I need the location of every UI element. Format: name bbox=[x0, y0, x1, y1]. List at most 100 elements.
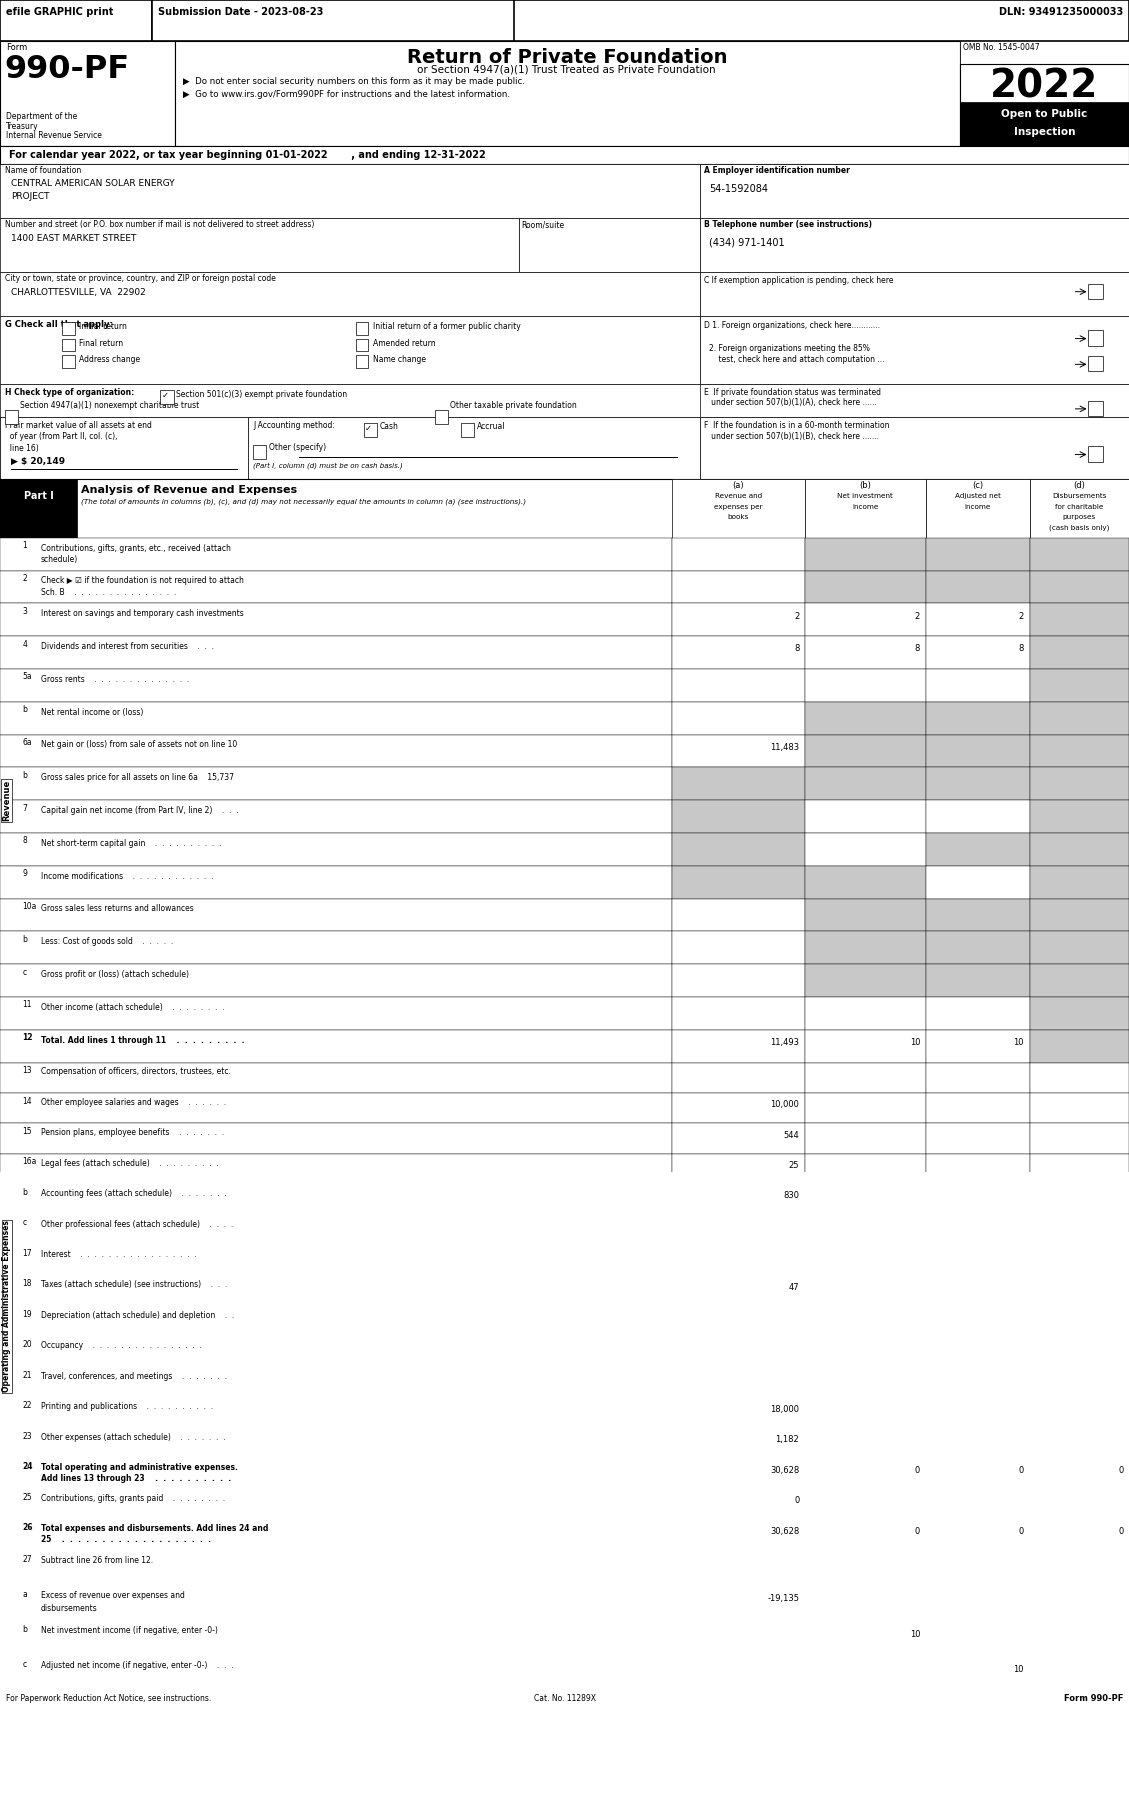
Text: c: c bbox=[23, 1660, 27, 1669]
Bar bbox=[160, 390, 174, 405]
Bar bbox=[700, 316, 1129, 385]
Text: I Fair market value of all assets at end: I Fair market value of all assets at end bbox=[5, 421, 151, 430]
Bar bbox=[926, 604, 1030, 636]
Text: Contributions, gifts, grants, etc., received (attach: Contributions, gifts, grants, etc., rece… bbox=[41, 543, 230, 552]
Bar bbox=[0, 1458, 672, 1489]
Bar bbox=[700, 271, 1129, 316]
Bar bbox=[0, 41, 175, 146]
Bar bbox=[926, 964, 1030, 996]
Bar bbox=[1030, 1620, 1129, 1656]
Text: Initial return of a former public charity: Initial return of a former public charit… bbox=[373, 322, 520, 331]
Bar bbox=[672, 1397, 805, 1428]
Text: ▶ $ 20,149: ▶ $ 20,149 bbox=[11, 457, 65, 466]
Bar bbox=[672, 570, 805, 604]
Bar bbox=[248, 417, 700, 478]
Text: Net rental income or (loss): Net rental income or (loss) bbox=[41, 708, 143, 717]
Bar bbox=[356, 354, 368, 369]
Bar bbox=[0, 316, 700, 385]
Bar bbox=[805, 964, 926, 996]
Bar bbox=[62, 354, 75, 369]
Bar bbox=[805, 735, 926, 768]
Text: 0: 0 bbox=[1018, 1527, 1024, 1535]
Bar bbox=[672, 768, 805, 800]
Bar bbox=[1030, 1519, 1129, 1550]
Bar bbox=[926, 1154, 1030, 1185]
Bar bbox=[672, 1428, 805, 1458]
Bar bbox=[0, 1124, 672, 1154]
Text: 1,182: 1,182 bbox=[776, 1435, 799, 1444]
Text: Total expenses and disbursements. Add lines 24 and: Total expenses and disbursements. Add li… bbox=[41, 1525, 268, 1534]
Bar bbox=[0, 385, 1129, 417]
Bar bbox=[1030, 669, 1129, 701]
Bar bbox=[1088, 401, 1103, 415]
Bar bbox=[1030, 1185, 1129, 1215]
Bar bbox=[926, 899, 1030, 931]
Text: Check ▶ ☑ if the foundation is not required to attach: Check ▶ ☑ if the foundation is not requi… bbox=[41, 577, 244, 586]
Text: 23: 23 bbox=[23, 1431, 33, 1440]
Text: ✓: ✓ bbox=[365, 424, 371, 433]
Text: 13: 13 bbox=[23, 1066, 33, 1075]
Bar bbox=[805, 867, 926, 899]
Text: 30,628: 30,628 bbox=[770, 1465, 799, 1474]
Text: Travel, conferences, and meetings    .  .  .  .  .  .  .: Travel, conferences, and meetings . . . … bbox=[41, 1372, 227, 1381]
Text: 15: 15 bbox=[23, 1127, 33, 1136]
Bar bbox=[672, 1550, 805, 1586]
Bar bbox=[805, 1215, 926, 1246]
Text: F  If the foundation is in a 60-month termination: F If the foundation is in a 60-month ter… bbox=[704, 421, 890, 430]
Text: Department of the: Department of the bbox=[6, 113, 77, 122]
Bar bbox=[926, 1656, 1030, 1690]
Text: Interest on savings and temporary cash investments: Interest on savings and temporary cash i… bbox=[41, 610, 244, 619]
Text: H Check type of organization:: H Check type of organization: bbox=[5, 388, 133, 397]
Text: PROJECT: PROJECT bbox=[11, 192, 50, 201]
Bar bbox=[805, 1428, 926, 1458]
Text: 9: 9 bbox=[23, 868, 27, 877]
Text: For Paperwork Reduction Act Notice, see instructions.: For Paperwork Reduction Act Notice, see … bbox=[6, 1694, 211, 1703]
Bar bbox=[1030, 996, 1129, 1030]
Text: 0: 0 bbox=[914, 1465, 920, 1474]
Bar bbox=[672, 1246, 805, 1277]
Bar bbox=[805, 1366, 926, 1397]
Bar bbox=[805, 570, 926, 604]
Text: 2: 2 bbox=[914, 611, 920, 620]
Bar bbox=[805, 604, 926, 636]
Bar bbox=[926, 636, 1030, 669]
Text: Cat. No. 11289X: Cat. No. 11289X bbox=[534, 1694, 595, 1703]
Bar bbox=[0, 417, 248, 478]
Text: 10a: 10a bbox=[23, 903, 37, 912]
Bar bbox=[0, 538, 672, 570]
Text: 0: 0 bbox=[1118, 1527, 1123, 1535]
Bar bbox=[1030, 832, 1129, 867]
Text: Legal fees (attach schedule)    .  .  .  .  .  .  .  .  .: Legal fees (attach schedule) . . . . . .… bbox=[41, 1158, 218, 1167]
Text: 990-PF: 990-PF bbox=[5, 54, 130, 85]
Bar bbox=[1030, 538, 1129, 570]
Bar bbox=[62, 338, 75, 351]
Bar bbox=[0, 800, 672, 832]
Text: ▶  Do not enter social security numbers on this form as it may be made public.: ▶ Do not enter social security numbers o… bbox=[183, 77, 525, 86]
Text: Part I: Part I bbox=[24, 491, 53, 502]
Bar bbox=[805, 768, 926, 800]
Bar bbox=[926, 1519, 1030, 1550]
Text: Analysis of Revenue and Expenses: Analysis of Revenue and Expenses bbox=[81, 485, 297, 494]
Bar bbox=[926, 800, 1030, 832]
Bar bbox=[0, 271, 700, 316]
Text: 14: 14 bbox=[23, 1097, 33, 1106]
Bar bbox=[1030, 1124, 1129, 1154]
Bar bbox=[805, 800, 926, 832]
Text: purposes: purposes bbox=[1062, 514, 1096, 520]
Text: Sch. B    .  .  .  .  .  .  .  .  .  .  .  .  .  .  .: Sch. B . . . . . . . . . . . . . . . bbox=[41, 588, 176, 597]
Bar bbox=[926, 1215, 1030, 1246]
Bar bbox=[1088, 284, 1103, 298]
Bar bbox=[672, 832, 805, 867]
Text: b: b bbox=[23, 1625, 27, 1634]
Bar bbox=[0, 1366, 672, 1397]
Bar bbox=[0, 1550, 672, 1586]
Bar bbox=[672, 931, 805, 964]
Text: Other income (attach schedule)    .  .  .  .  .  .  .  .: Other income (attach schedule) . . . . .… bbox=[41, 1003, 225, 1012]
Bar bbox=[356, 338, 368, 351]
Text: 22: 22 bbox=[23, 1401, 32, 1410]
Text: 8: 8 bbox=[23, 836, 27, 845]
Text: 1: 1 bbox=[23, 541, 27, 550]
Bar bbox=[0, 1215, 672, 1246]
Text: 2: 2 bbox=[1018, 611, 1024, 620]
Text: B Telephone number (see instructions): B Telephone number (see instructions) bbox=[704, 219, 873, 230]
